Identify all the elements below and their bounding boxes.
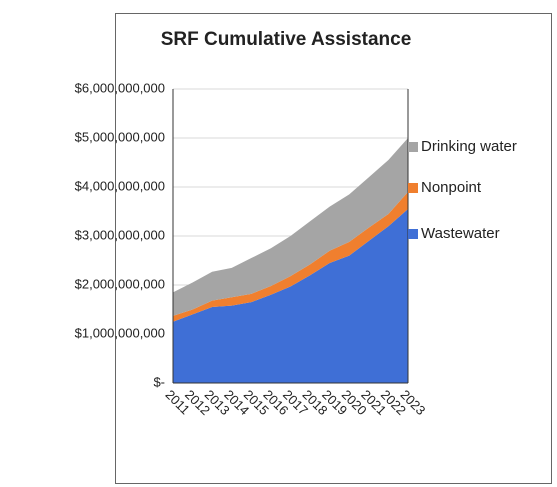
legend-swatch [408, 142, 418, 152]
y-tick-label: $- [153, 374, 165, 389]
legend-label: Wastewater [421, 225, 500, 242]
legend-label: Drinking water [421, 138, 517, 155]
y-tick-label: $6,000,000,000 [75, 80, 165, 95]
chart-title: SRF Cumulative Assistance [161, 29, 412, 50]
legend-swatch [408, 229, 418, 239]
y-tick-label: $1,000,000,000 [75, 325, 165, 340]
area [173, 191, 408, 322]
legend-label: Nonpoint [421, 179, 482, 196]
y-tick-label: $3,000,000,000 [75, 227, 165, 242]
area [173, 138, 408, 316]
area [173, 209, 408, 383]
y-tick-label: $5,000,000,000 [75, 129, 165, 144]
legend-swatch [408, 183, 418, 193]
y-tick-label: $4,000,000,000 [75, 178, 165, 193]
y-tick-label: $2,000,000,000 [75, 276, 165, 291]
